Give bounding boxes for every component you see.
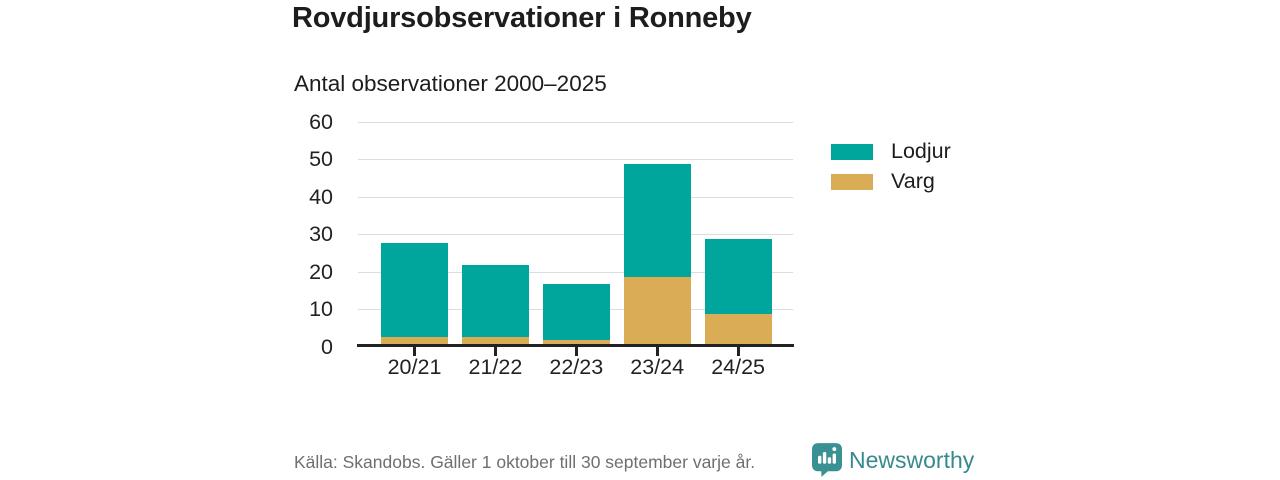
bar-segment-lodjur-20-21 [381,242,448,337]
y-tick-label: 20 [309,259,333,284]
legend-label-lodjur: Lodjur [891,139,951,163]
x-axis-tick [413,347,416,356]
plot-area [357,121,794,356]
gridline [358,196,793,198]
bar-segment-lodjur-22-23 [542,284,610,341]
gridline [358,121,793,123]
source-text: Källa: Skandobs. Gäller 1 oktober till 3… [294,452,756,472]
legend-label-varg: Varg [891,169,935,193]
x-axis-tick [574,347,578,356]
x-axis-line [357,344,794,347]
x-tick-label: 24/25 [711,355,765,379]
x-axis-tick [655,347,659,356]
bar-segment-varg-24-25 [704,314,772,344]
x-tick-label: 20/21 [387,355,442,379]
x-axis-tick [736,347,740,356]
x-tick-label: 21/22 [468,355,523,379]
bar-segment-lodjur-21-22 [461,265,529,337]
x-axis-tick [493,347,497,356]
gridline [358,234,793,235]
bar-segment-lodjur-23-24 [623,164,691,277]
legend-item-varg: Varg [831,169,951,193]
x-axis-labels: 20/21 21/22 22/23 23/24 24/25 [358,355,793,385]
bar-segment-varg-23-24 [623,276,691,344]
y-axis-labels: 0 10 20 30 40 50 60 [288,110,345,359]
x-tick-label: 22/23 [549,355,604,379]
legend: Lodjur Varg [831,139,951,203]
chart-subtitle: Antal observationer 2000–2025 [294,71,607,96]
legend-swatch-lodjur [831,143,873,160]
legend-swatch-varg [831,173,873,190]
y-tick-label: 60 [309,109,333,134]
bar-segment-varg-22-23 [542,340,610,344]
newsworthy-logo-icon [812,443,842,477]
y-tick-label: 30 [309,222,333,246]
bar-segment-varg-21-22 [461,336,529,344]
y-tick-label: 10 [309,297,333,321]
brand-name: Newsworthy [849,446,975,473]
legend-item-lodjur: Lodjur [831,139,951,163]
y-tick-label: 0 [321,334,333,359]
gridline [358,271,793,273]
y-tick-label: 40 [309,184,333,209]
chart-title: Rovdjursobservationer i Ronneby [292,2,752,34]
x-tick-label: 23/24 [630,355,685,379]
bar-segment-varg-20-21 [381,336,448,344]
bar-segment-lodjur-24-25 [704,239,772,314]
gridline [358,159,793,160]
y-tick-label: 50 [309,147,333,171]
newsworthy-brand: Newsworthy [812,443,974,477]
